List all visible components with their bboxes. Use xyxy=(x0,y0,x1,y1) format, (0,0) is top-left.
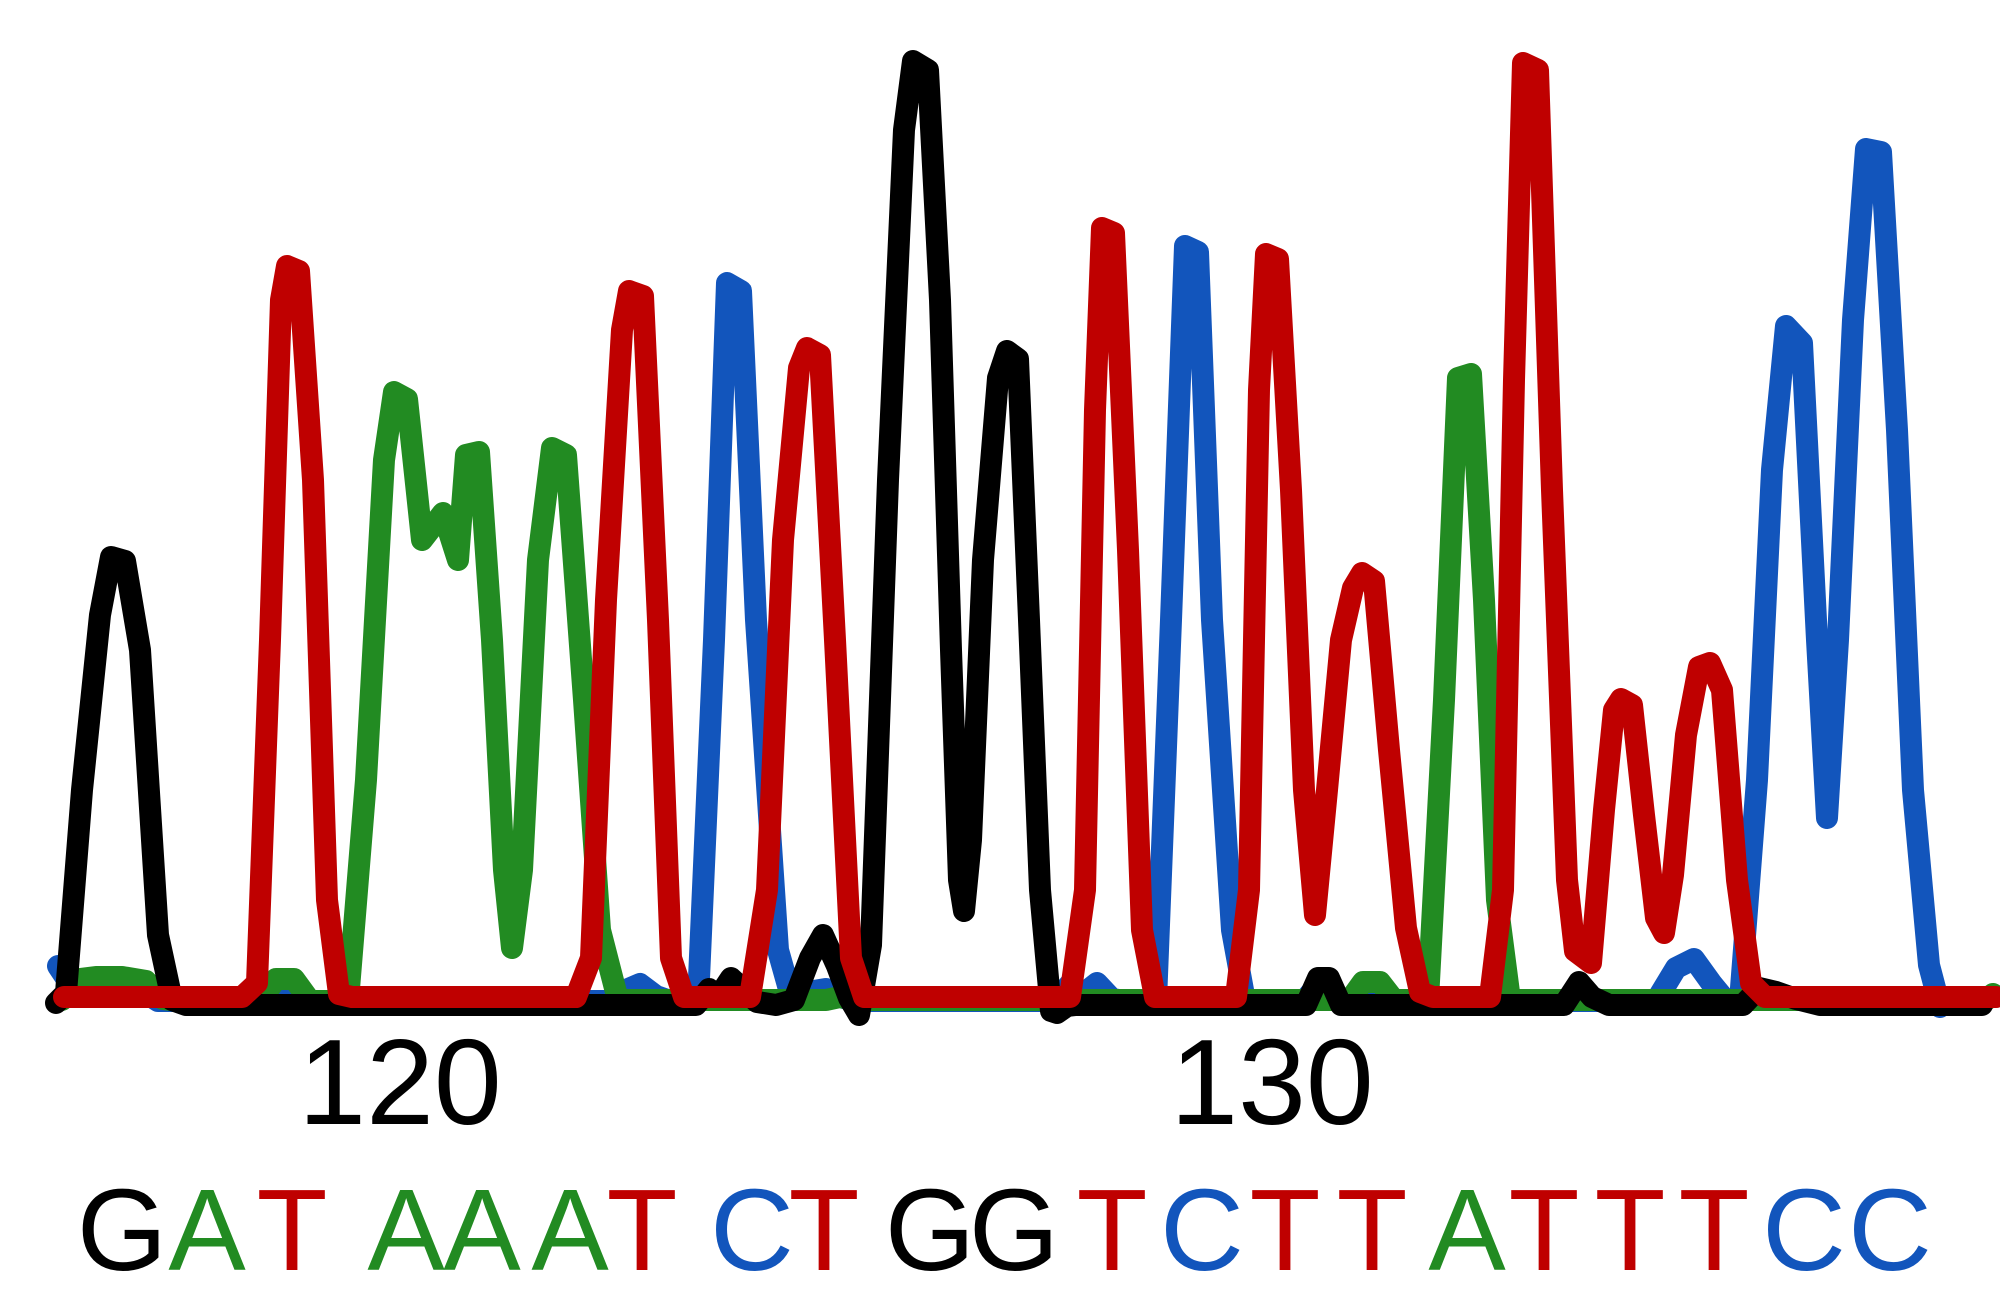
base-call-16-A: A xyxy=(1428,1165,1506,1295)
base-call-10-G: G xyxy=(885,1165,975,1295)
base-call-7-T: T xyxy=(607,1165,678,1295)
trace-channel-T xyxy=(53,52,2000,1008)
base-call-4-A: A xyxy=(367,1165,445,1295)
position-label-120: 120 xyxy=(298,1014,502,1150)
base-call-9-T: T xyxy=(789,1165,860,1295)
trace-channel-G xyxy=(45,50,1993,1026)
position-label-130: 130 xyxy=(1170,1014,1374,1150)
base-call-17-T: T xyxy=(1509,1165,1580,1295)
base-call-19-T: T xyxy=(1679,1165,1750,1295)
base-call-15-T: T xyxy=(1337,1165,1408,1295)
base-call-11-G: G xyxy=(969,1165,1059,1295)
base-call-12-T: T xyxy=(1077,1165,1148,1295)
base-call-6-A: A xyxy=(531,1165,609,1295)
base-call-8-C: C xyxy=(710,1165,794,1295)
base-call-2-A: A xyxy=(168,1165,246,1295)
trace-channel-A xyxy=(51,363,2000,1012)
base-call-3-T: T xyxy=(257,1165,328,1295)
base-call-1-G: G xyxy=(77,1165,167,1295)
base-call-13-C: C xyxy=(1160,1165,1244,1295)
base-call-21-C: C xyxy=(1848,1165,1932,1295)
base-call-18-T: T xyxy=(1595,1165,1666,1295)
base-call-20-C: C xyxy=(1762,1165,1846,1295)
base-call-5-A: A xyxy=(443,1165,521,1295)
base-call-14-T: T xyxy=(1250,1165,1321,1295)
